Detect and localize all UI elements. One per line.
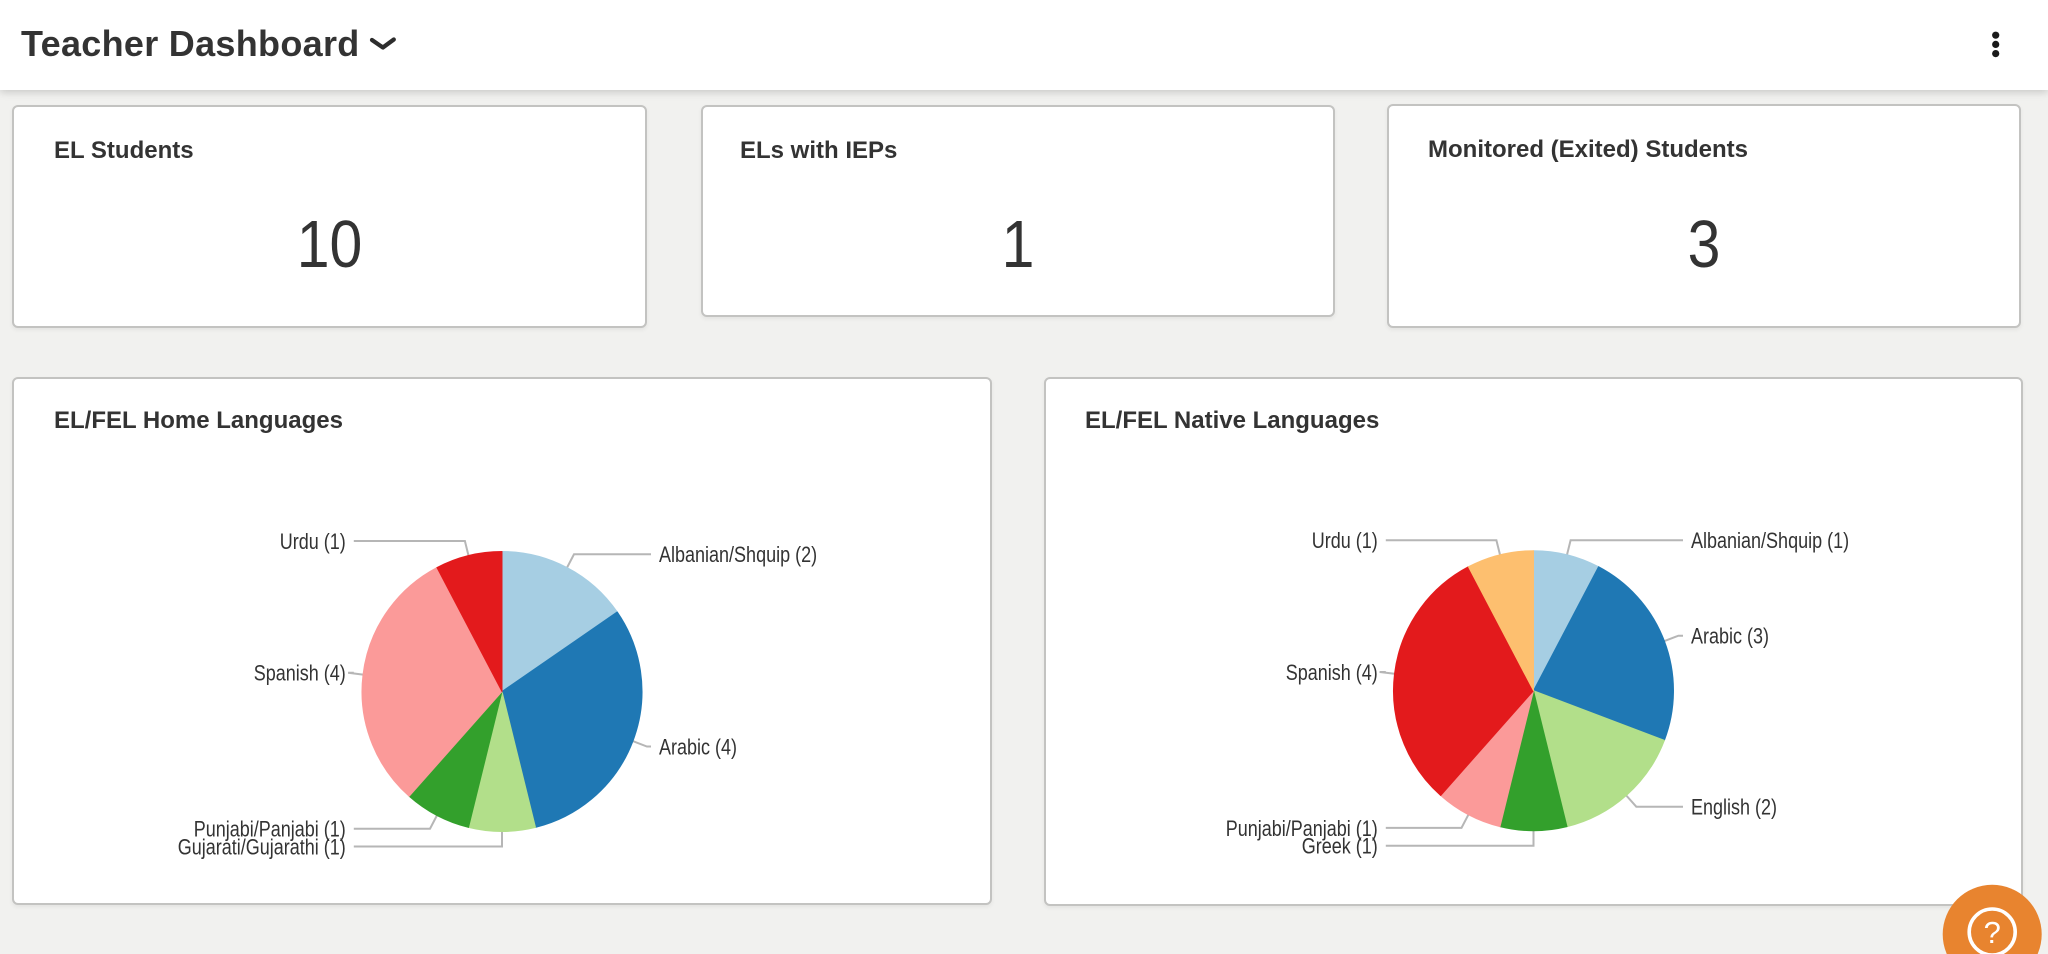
svg-text:?: ?: [1984, 915, 2001, 950]
svg-text:English (2): English (2): [1691, 795, 1777, 820]
svg-text:Spanish (4): Spanish (4): [1286, 660, 1378, 685]
svg-text:Spanish (4): Spanish (4): [254, 661, 346, 686]
svg-text:Punjabi/Panjabi (1): Punjabi/Panjabi (1): [1226, 816, 1378, 841]
svg-text:Urdu (1): Urdu (1): [1312, 528, 1378, 553]
svg-text:Gujarati/Gujarathi (1): Gujarati/Gujarathi (1): [178, 834, 346, 859]
svg-text:Arabic (3): Arabic (3): [1691, 624, 1769, 649]
svg-text:Urdu (1): Urdu (1): [280, 529, 346, 554]
svg-text:Arabic (4): Arabic (4): [659, 734, 737, 759]
svg-text:Albanian/Shquip (2): Albanian/Shquip (2): [659, 542, 817, 567]
svg-text:Punjabi/Panjabi (1): Punjabi/Panjabi (1): [194, 817, 346, 842]
svg-text:Greek (1): Greek (1): [1302, 834, 1378, 859]
svg-text:Albanian/Shquip (1): Albanian/Shquip (1): [1691, 528, 1849, 553]
